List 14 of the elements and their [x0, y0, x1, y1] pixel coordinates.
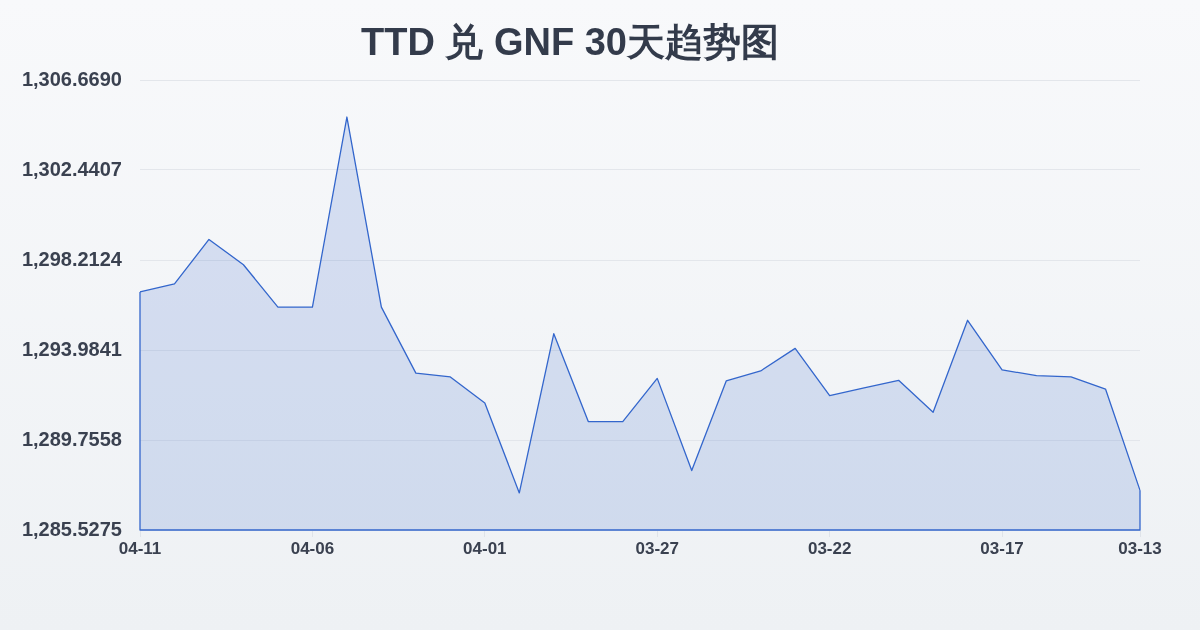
y-tick-label: 1,289.7558	[21, 427, 122, 450]
x-tick-label: 04-01	[463, 538, 507, 558]
x-tick-label: 04-11	[118, 538, 162, 558]
x-tick-label: 03-27	[635, 538, 679, 558]
y-tick-label: 1,298.2124	[21, 247, 123, 270]
x-tick-label: 03-17	[980, 538, 1024, 558]
y-tick-label: 1,306.6690	[21, 67, 122, 90]
y-tick-label: 1,285.5275	[21, 517, 122, 540]
x-tick-label: 03-22	[807, 538, 852, 558]
y-tick-label: 1,293.9841	[21, 337, 122, 360]
y-tick-label: 1,302.4407	[21, 157, 122, 180]
x-tick-label: 03-13	[1118, 538, 1162, 558]
chart-title: TTD 兑 GNF 30天趋势图	[360, 21, 780, 64]
x-tick-label: 04-06	[290, 538, 335, 558]
